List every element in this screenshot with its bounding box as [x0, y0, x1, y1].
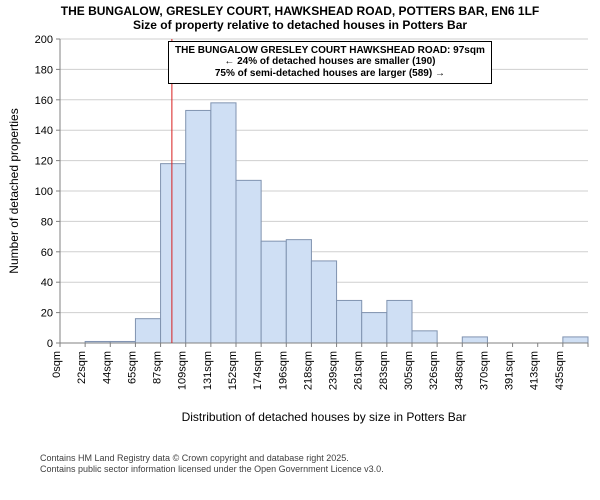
svg-text:160: 160	[35, 95, 53, 107]
svg-text:20: 20	[41, 307, 53, 319]
svg-text:152sqm: 152sqm	[227, 351, 239, 390]
svg-text:80: 80	[41, 216, 53, 228]
svg-text:326sqm: 326sqm	[428, 351, 440, 390]
svg-text:261sqm: 261sqm	[353, 351, 365, 390]
svg-text:174sqm: 174sqm	[252, 351, 264, 390]
svg-text:100: 100	[35, 186, 53, 198]
svg-text:65sqm: 65sqm	[126, 351, 138, 384]
svg-text:109sqm: 109sqm	[177, 351, 189, 390]
svg-text:40: 40	[41, 277, 53, 289]
svg-text:435sqm: 435sqm	[554, 351, 566, 390]
footer-attribution: Contains HM Land Registry data © Crown c…	[0, 453, 600, 475]
page-title-sub: Size of property relative to detached ho…	[0, 18, 600, 32]
svg-text:283sqm: 283sqm	[378, 351, 390, 390]
page-title-main: THE BUNGALOW, GRESLEY COURT, HAWKSHEAD R…	[0, 4, 600, 18]
svg-text:60: 60	[41, 247, 53, 259]
svg-text:391sqm: 391sqm	[504, 351, 516, 390]
svg-text:413sqm: 413sqm	[529, 351, 541, 390]
svg-text:140: 140	[35, 125, 53, 137]
svg-text:239sqm: 239sqm	[328, 351, 340, 390]
svg-text:Distribution of detached house: Distribution of detached houses by size …	[182, 410, 467, 424]
svg-text:0: 0	[47, 338, 53, 350]
svg-text:196sqm: 196sqm	[277, 351, 289, 390]
svg-text:44sqm: 44sqm	[101, 351, 113, 384]
svg-text:87sqm: 87sqm	[152, 351, 164, 384]
svg-text:120: 120	[35, 155, 53, 167]
svg-text:Number of detached properties: Number of detached properties	[7, 108, 21, 273]
svg-text:180: 180	[35, 64, 53, 76]
svg-text:200: 200	[35, 34, 53, 46]
annotation-callout: THE BUNGALOW GRESLEY COURT HAWKSHEAD ROA…	[168, 41, 492, 85]
svg-text:305sqm: 305sqm	[403, 351, 415, 390]
svg-text:0sqm: 0sqm	[51, 351, 63, 378]
chart-container: 0 20 40 60 80 100 120 140 160 180 200 0sqm 22sqm 44sq…	[0, 33, 600, 453]
histogram-chart: 0 20 40 60 80 100 120 140 160 180 200 0sqm 22sqm 44sq…	[0, 33, 600, 453]
svg-text:348sqm: 348sqm	[453, 351, 465, 390]
svg-text:22sqm: 22sqm	[76, 351, 88, 384]
svg-text:131sqm: 131sqm	[202, 351, 214, 390]
footer-line-1: Contains HM Land Registry data © Crown c…	[40, 453, 600, 464]
svg-text:218sqm: 218sqm	[302, 351, 314, 390]
footer-line-2: Contains public sector information licen…	[40, 464, 600, 475]
svg-text:370sqm: 370sqm	[478, 351, 490, 390]
